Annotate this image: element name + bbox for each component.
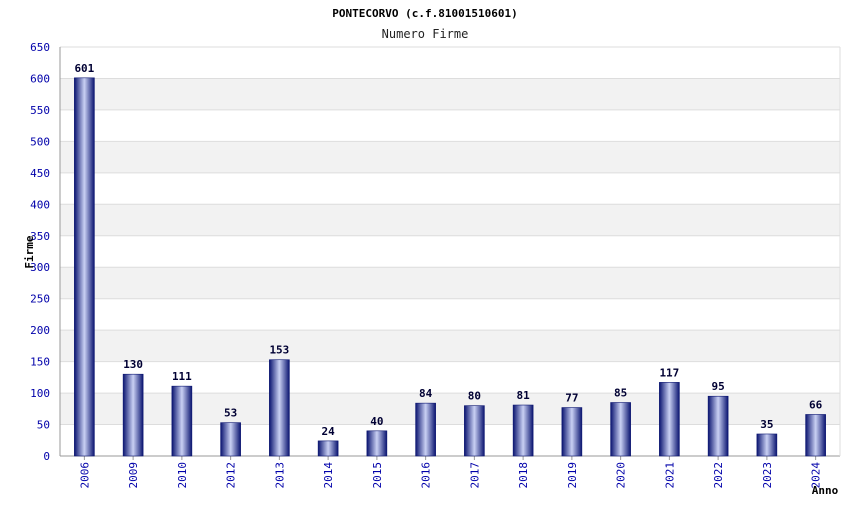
data-label: 35	[760, 418, 773, 431]
bar	[561, 407, 583, 457]
x-tick-label: 2019	[566, 462, 579, 489]
bar	[756, 433, 778, 457]
bar	[707, 395, 729, 457]
y-tick-label: 0	[43, 450, 50, 463]
data-label: 95	[712, 380, 725, 393]
chart-title: PONTECORVO (c.f.81001510601)	[332, 7, 517, 20]
x-tick-label: 2021	[663, 462, 676, 489]
y-axis-label: Firme	[23, 235, 36, 268]
data-label: 117	[659, 366, 679, 379]
data-label: 85	[614, 387, 627, 400]
bar	[122, 373, 144, 457]
x-tick-label: 2012	[225, 462, 238, 489]
y-tick-label: 300	[30, 261, 50, 274]
data-label: 153	[269, 344, 289, 357]
grid-band	[60, 141, 840, 173]
bar	[659, 382, 680, 457]
y-tick-label: 500	[30, 135, 50, 148]
y-tick-label: 150	[30, 356, 50, 369]
y-tick-label: 550	[30, 104, 50, 117]
y-tick-label: 350	[30, 230, 50, 243]
y-tick-label: 450	[30, 167, 50, 180]
y-tick-label: 400	[30, 198, 50, 211]
data-label: 53	[224, 407, 237, 420]
y-tick-label: 650	[30, 41, 50, 54]
x-tick-label: 2014	[322, 462, 335, 489]
bar	[171, 385, 193, 457]
x-tick-label: 2020	[615, 462, 628, 489]
data-label: 40	[370, 415, 383, 428]
x-tick-label: 2017	[468, 462, 481, 489]
data-label: 130	[123, 358, 143, 371]
data-label: 24	[322, 425, 336, 438]
y-tick-label: 50	[37, 419, 50, 432]
bar	[415, 402, 436, 457]
y-tick-label: 100	[30, 387, 50, 400]
x-tick-label: 2015	[371, 462, 384, 489]
data-label: 66	[809, 398, 823, 411]
bar	[366, 430, 388, 457]
data-label: 84	[419, 387, 433, 400]
x-tick-label: 2023	[761, 462, 774, 489]
x-axis-label: Anno	[812, 484, 839, 497]
x-tick-label: 2016	[420, 462, 433, 489]
x-tick-label: 2024	[810, 462, 823, 489]
bar	[805, 414, 826, 457]
x-tick-label: 2006	[78, 462, 91, 489]
bar	[610, 402, 631, 457]
bar	[512, 404, 534, 457]
y-tick-label: 600	[30, 72, 50, 85]
x-tick-label: 2018	[517, 462, 530, 489]
y-tick-label: 250	[30, 293, 50, 306]
bar	[464, 405, 485, 457]
x-tick-label: 2013	[273, 462, 286, 489]
y-tick-label: 200	[30, 324, 50, 337]
data-label: 601	[74, 62, 94, 75]
data-label: 111	[172, 370, 192, 383]
grid-band	[60, 78, 840, 110]
bar	[74, 77, 95, 457]
data-label: 77	[565, 392, 578, 405]
bar	[220, 422, 241, 457]
bar	[269, 359, 290, 457]
bar	[317, 440, 339, 457]
data-label: 80	[468, 390, 481, 403]
x-tick-label: 2022	[712, 462, 725, 489]
x-tick-label: 2010	[176, 462, 189, 489]
chart-subtitle: Numero Firme	[382, 27, 469, 41]
x-tick-label: 2009	[127, 462, 140, 489]
grid-band	[60, 330, 840, 362]
data-label: 81	[517, 389, 531, 402]
grid-band	[60, 204, 840, 236]
grid-band	[60, 267, 840, 299]
